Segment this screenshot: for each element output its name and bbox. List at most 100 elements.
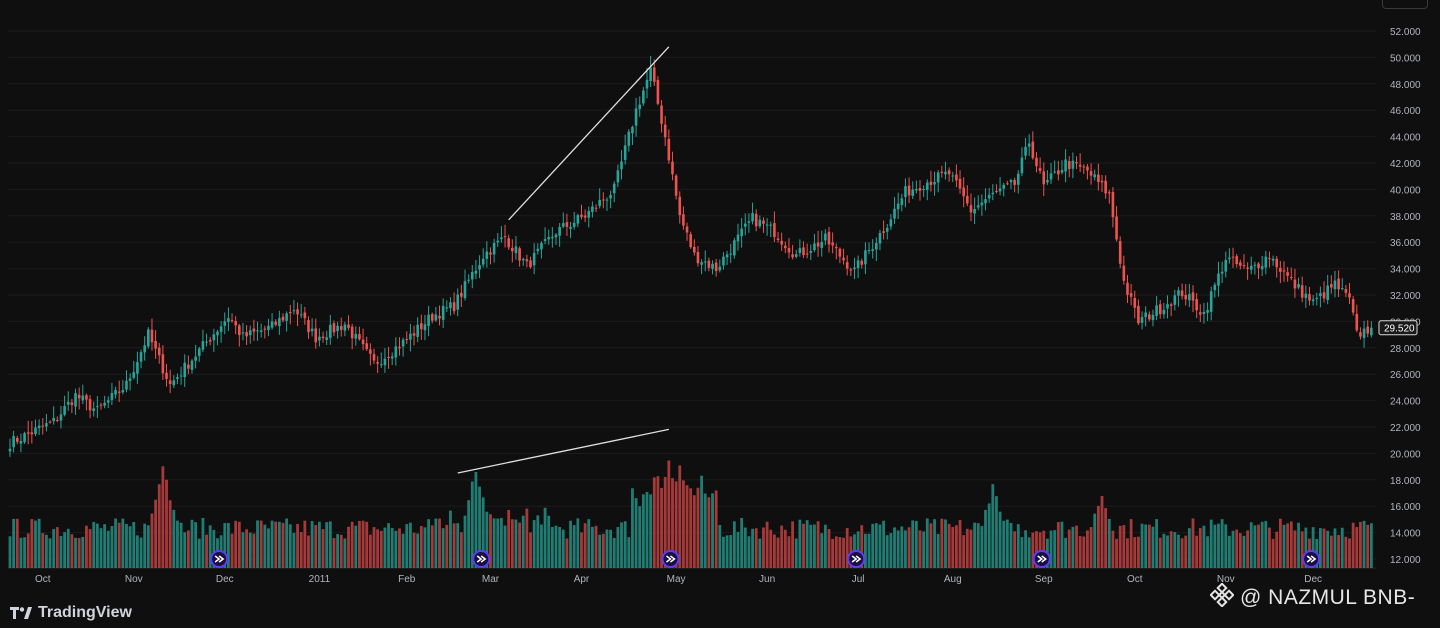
volume-bar[interactable]	[802, 523, 805, 568]
volume-bar[interactable]	[856, 531, 860, 568]
candle[interactable]	[114, 386, 117, 399]
volume-bar[interactable]	[452, 523, 456, 568]
candle[interactable]	[616, 164, 620, 188]
candle[interactable]	[627, 129, 631, 152]
candle[interactable]	[1297, 277, 1300, 290]
candle[interactable]	[652, 59, 656, 86]
volume-bar[interactable]	[569, 520, 572, 568]
candle[interactable]	[525, 254, 529, 268]
volume-bar[interactable]	[1118, 525, 1122, 568]
volume-bar[interactable]	[751, 528, 754, 568]
volume-bar[interactable]	[554, 525, 558, 568]
volume-bar[interactable]	[358, 520, 361, 568]
volume-bar[interactable]	[1064, 537, 1067, 568]
candle[interactable]	[1158, 300, 1162, 319]
volume-bar[interactable]	[470, 481, 474, 568]
volume-bar[interactable]	[1060, 521, 1064, 568]
volume-bar[interactable]	[1035, 531, 1038, 568]
volume-bar[interactable]	[609, 529, 612, 568]
candle[interactable]	[1271, 255, 1275, 266]
candle[interactable]	[722, 252, 725, 270]
volume-bar[interactable]	[1162, 533, 1166, 568]
volume-bar[interactable]	[139, 537, 143, 568]
candle[interactable]	[1198, 304, 1202, 323]
candle[interactable]	[1330, 275, 1333, 294]
candle[interactable]	[693, 239, 696, 256]
volume-bar[interactable]	[168, 500, 172, 568]
candle[interactable]	[96, 396, 99, 418]
volume-bar[interactable]	[15, 518, 19, 568]
candle[interactable]	[1249, 256, 1253, 275]
candle[interactable]	[263, 325, 267, 339]
volume-bar[interactable]	[1082, 536, 1086, 568]
candle[interactable]	[223, 312, 227, 335]
candle[interactable]	[751, 202, 754, 225]
volume-bar[interactable]	[172, 509, 176, 568]
volume-bar[interactable]	[984, 509, 987, 568]
candle[interactable]	[303, 306, 307, 325]
candle[interactable]	[791, 244, 794, 260]
candle[interactable]	[605, 197, 609, 211]
candle[interactable]	[66, 391, 70, 411]
candle[interactable]	[394, 337, 398, 366]
candle[interactable]	[30, 421, 34, 444]
candle[interactable]	[274, 319, 278, 327]
volume-bar[interactable]	[550, 526, 554, 568]
volume-bar[interactable]	[143, 523, 147, 568]
volume-bar[interactable]	[194, 522, 198, 568]
candle[interactable]	[733, 237, 736, 259]
candle[interactable]	[354, 326, 358, 346]
candle[interactable]	[307, 316, 310, 339]
volume-bar[interactable]	[1300, 531, 1304, 568]
volume-bar[interactable]	[307, 535, 310, 568]
volume-bar[interactable]	[1311, 527, 1315, 568]
candle[interactable]	[860, 258, 864, 269]
candle[interactable]	[1340, 278, 1344, 291]
volume-bar[interactable]	[1122, 525, 1126, 568]
tradingview-brand[interactable]: TradingView	[10, 604, 132, 622]
volume-bar[interactable]	[631, 488, 634, 568]
candle[interactable]	[660, 100, 663, 133]
candle[interactable]	[900, 193, 904, 212]
candle[interactable]	[1362, 320, 1366, 348]
candle[interactable]	[489, 247, 492, 265]
candle[interactable]	[441, 298, 445, 328]
candle[interactable]	[325, 330, 328, 345]
volume-bar[interactable]	[88, 529, 92, 568]
volume-bar[interactable]	[711, 493, 714, 568]
candle[interactable]	[161, 345, 165, 380]
volume-bar[interactable]	[1096, 505, 1100, 568]
volume-bar[interactable]	[1257, 524, 1260, 568]
candle[interactable]	[1279, 260, 1282, 284]
volume-bar[interactable]	[791, 521, 794, 568]
volume-bar[interactable]	[354, 525, 358, 568]
candle[interactable]	[889, 214, 893, 230]
volume-bar[interactable]	[114, 518, 117, 568]
volume-bar[interactable]	[259, 520, 263, 568]
volume-bar[interactable]	[969, 529, 973, 568]
candle[interactable]	[19, 433, 23, 453]
volume-bar[interactable]	[1086, 530, 1089, 568]
volume-bar[interactable]	[234, 520, 238, 568]
volume-bar[interactable]	[561, 529, 565, 568]
candle[interactable]	[245, 325, 248, 345]
candle[interactable]	[551, 227, 554, 248]
volume-bar[interactable]	[103, 524, 107, 568]
candle[interactable]	[321, 331, 325, 343]
volume-bar[interactable]	[110, 526, 114, 568]
volume-bar[interactable]	[740, 517, 744, 568]
candle[interactable]	[565, 213, 569, 236]
candle[interactable]	[576, 213, 580, 228]
volume-bar[interactable]	[23, 537, 26, 568]
candle[interactable]	[230, 313, 234, 323]
volume-bar[interactable]	[288, 524, 292, 568]
volume-bar[interactable]	[1144, 524, 1148, 568]
candle[interactable]	[780, 232, 783, 252]
candle[interactable]	[1326, 274, 1329, 305]
candle[interactable]	[281, 313, 285, 323]
volume-bar[interactable]	[1173, 532, 1177, 568]
volume-bar[interactable]	[973, 522, 976, 568]
volume-bar[interactable]	[587, 519, 591, 568]
candle[interactable]	[379, 352, 383, 368]
candle[interactable]	[536, 243, 540, 255]
